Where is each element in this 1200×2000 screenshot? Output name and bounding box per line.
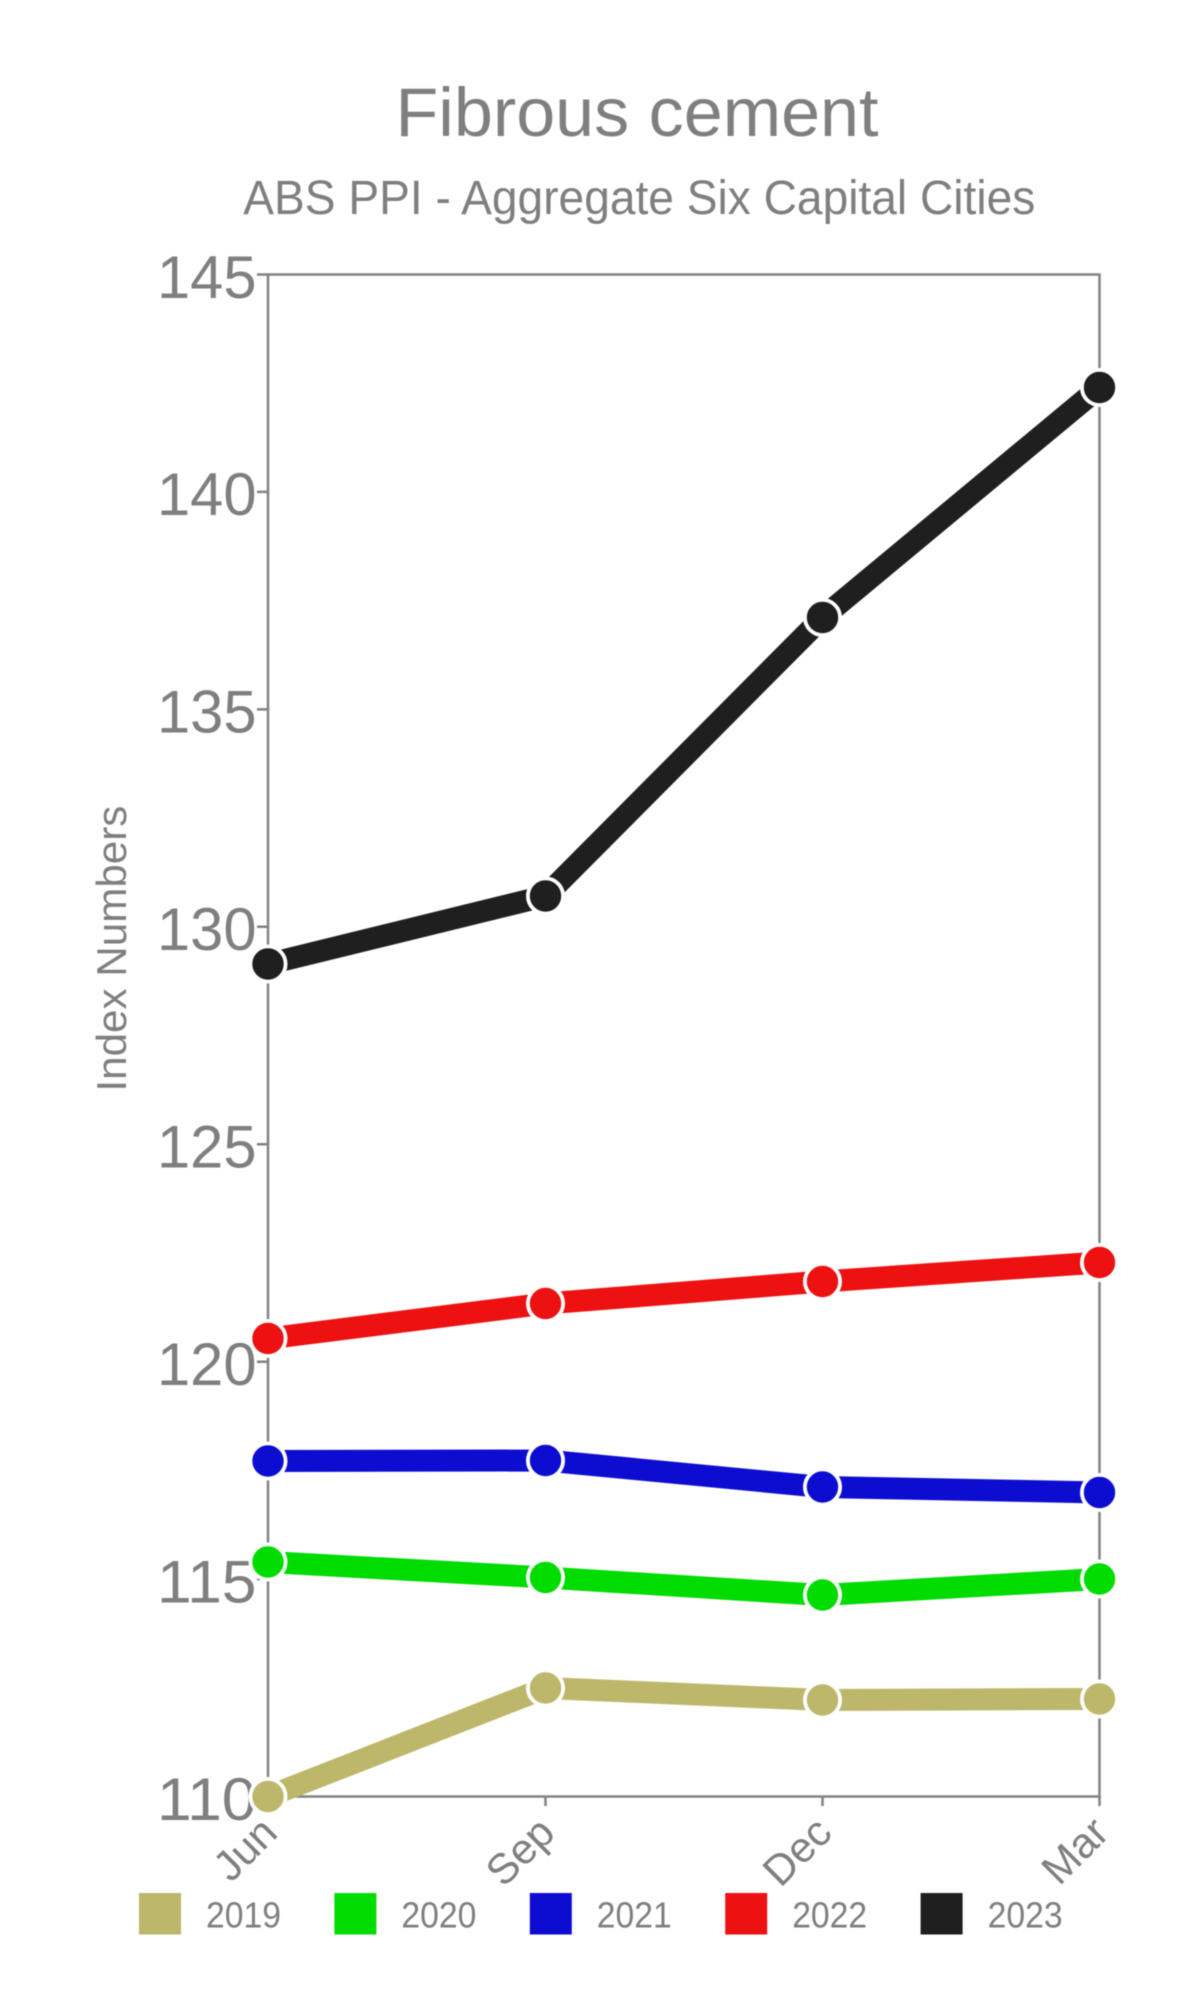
svg-text:2019: 2019: [206, 1895, 281, 1936]
svg-text:125: 125: [157, 1114, 257, 1181]
svg-text:2021: 2021: [597, 1895, 672, 1936]
svg-text:115: 115: [157, 1548, 257, 1615]
svg-text:2022: 2022: [792, 1895, 867, 1936]
svg-text:120: 120: [157, 1331, 257, 1398]
svg-text:140: 140: [157, 461, 257, 528]
svg-text:145: 145: [157, 244, 257, 311]
svg-text:ABS PPI - Aggregate Six Capita: ABS PPI - Aggregate Six Capital Cities: [243, 172, 1035, 225]
svg-text:130: 130: [157, 896, 257, 963]
svg-text:Fibrous cement: Fibrous cement: [396, 74, 879, 151]
svg-text:110: 110: [157, 1766, 257, 1833]
svg-text:135: 135: [157, 679, 257, 746]
svg-text:2020: 2020: [401, 1895, 476, 1936]
svg-text:2023: 2023: [988, 1895, 1063, 1936]
svg-text:Index Numbers: Index Numbers: [88, 806, 135, 1092]
